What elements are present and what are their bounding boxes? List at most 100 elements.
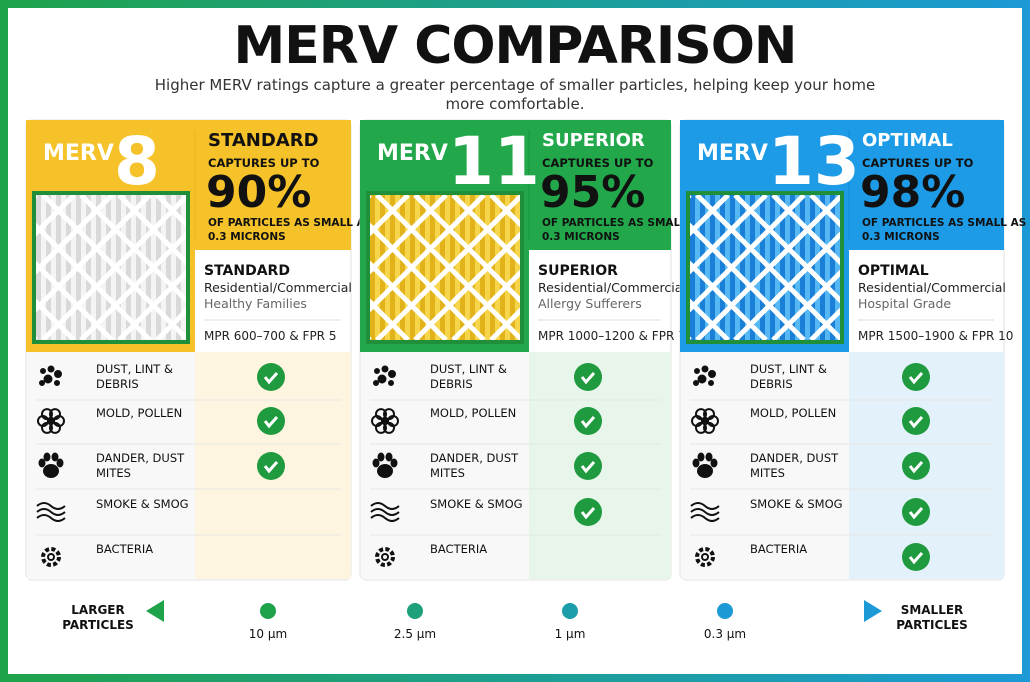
particle-icon bbox=[38, 452, 64, 478]
wire bbox=[370, 298, 410, 340]
captures: CAPTURES UP TO bbox=[542, 156, 654, 170]
dot bbox=[373, 380, 379, 386]
scale-dot bbox=[560, 601, 580, 621]
name: SUPERIOR bbox=[538, 263, 618, 279]
filter-grid bbox=[370, 195, 520, 340]
check-circle bbox=[902, 543, 930, 571]
dot bbox=[374, 368, 380, 374]
particle-icon bbox=[36, 502, 66, 522]
particle-label: BACTERIA bbox=[750, 542, 807, 556]
check-circle bbox=[257, 363, 285, 391]
petal bbox=[383, 408, 395, 421]
toe bbox=[51, 452, 59, 462]
dot bbox=[708, 380, 714, 386]
check bbox=[902, 452, 930, 480]
gear bbox=[41, 547, 61, 567]
pleat bbox=[176, 195, 181, 340]
pleat bbox=[750, 195, 755, 340]
check bbox=[902, 543, 930, 571]
pleat bbox=[375, 195, 380, 340]
pleat bbox=[420, 195, 425, 340]
wire bbox=[155, 195, 186, 228]
pleat bbox=[156, 195, 161, 340]
wave bbox=[370, 514, 400, 522]
wave bbox=[690, 508, 720, 516]
dot bbox=[697, 374, 707, 384]
scale-dot bbox=[715, 601, 735, 621]
wire bbox=[370, 195, 448, 275]
audience: Allergy Sufferers bbox=[538, 296, 642, 311]
percent: 98% bbox=[860, 167, 965, 218]
petal bbox=[49, 408, 61, 421]
wire bbox=[489, 307, 520, 340]
pleat bbox=[400, 195, 405, 340]
pleat bbox=[470, 195, 475, 340]
title: MERV COMPARISON bbox=[233, 16, 798, 76]
check-tick bbox=[580, 461, 596, 474]
pleat bbox=[480, 195, 485, 340]
gear bbox=[695, 547, 715, 567]
pleat bbox=[81, 195, 86, 340]
wire bbox=[489, 195, 520, 228]
particle-icon bbox=[375, 547, 395, 567]
hub bbox=[381, 553, 389, 561]
tier: SUPERIOR bbox=[542, 130, 645, 151]
scale-tick: 0.3 µm bbox=[704, 627, 746, 641]
particle-label: BACTERIA bbox=[430, 542, 487, 556]
pleat bbox=[395, 195, 400, 340]
pleat bbox=[710, 195, 715, 340]
dot bbox=[54, 380, 60, 386]
center bbox=[701, 417, 709, 425]
dot bbox=[40, 368, 46, 374]
pleat bbox=[181, 195, 186, 340]
particle-label: SMOKE & SMOG bbox=[96, 497, 189, 511]
pleat bbox=[735, 195, 740, 340]
pleat bbox=[700, 195, 705, 340]
toe bbox=[56, 458, 64, 468]
pleat bbox=[775, 195, 780, 340]
merv-label: MERV bbox=[697, 141, 768, 166]
dot bbox=[694, 368, 700, 374]
particle-icon bbox=[372, 452, 398, 478]
toe bbox=[710, 458, 718, 468]
pleat bbox=[96, 195, 101, 340]
wire bbox=[809, 307, 840, 340]
toe bbox=[38, 458, 46, 468]
check bbox=[257, 452, 285, 480]
name: OPTIMAL bbox=[858, 263, 929, 279]
pleat bbox=[825, 195, 830, 340]
particle-label: DANDER, DUST MITES bbox=[750, 451, 839, 480]
toe bbox=[697, 452, 705, 462]
rating: MPR 600–700 & FPR 5 bbox=[204, 329, 336, 343]
petal bbox=[703, 421, 715, 434]
particle-label: DUST, LINT & DEBRIS bbox=[96, 362, 173, 391]
dot bbox=[39, 380, 45, 386]
pleat bbox=[495, 195, 500, 340]
pleat bbox=[161, 195, 166, 340]
pleat bbox=[61, 195, 66, 340]
wire bbox=[41, 195, 186, 340]
check bbox=[574, 452, 602, 480]
check bbox=[902, 363, 930, 391]
check-tick bbox=[263, 461, 279, 474]
wire bbox=[451, 195, 520, 266]
pleat bbox=[121, 195, 126, 340]
wire bbox=[690, 195, 806, 313]
center bbox=[381, 417, 389, 425]
wire bbox=[370, 195, 410, 237]
scale-end: LARGER PARTICLES bbox=[62, 603, 134, 632]
check-tick bbox=[908, 507, 924, 520]
pleat bbox=[405, 195, 410, 340]
wave bbox=[690, 502, 720, 510]
wire bbox=[36, 298, 76, 340]
particle-label: MOLD, POLLEN bbox=[430, 406, 516, 420]
petal bbox=[49, 421, 61, 434]
pleat bbox=[51, 195, 56, 340]
dot bbox=[388, 370, 396, 378]
wave bbox=[36, 502, 66, 510]
pleat bbox=[91, 195, 96, 340]
check-tick bbox=[908, 372, 924, 385]
pleat bbox=[510, 195, 515, 340]
merv-number: 11 bbox=[448, 123, 540, 200]
